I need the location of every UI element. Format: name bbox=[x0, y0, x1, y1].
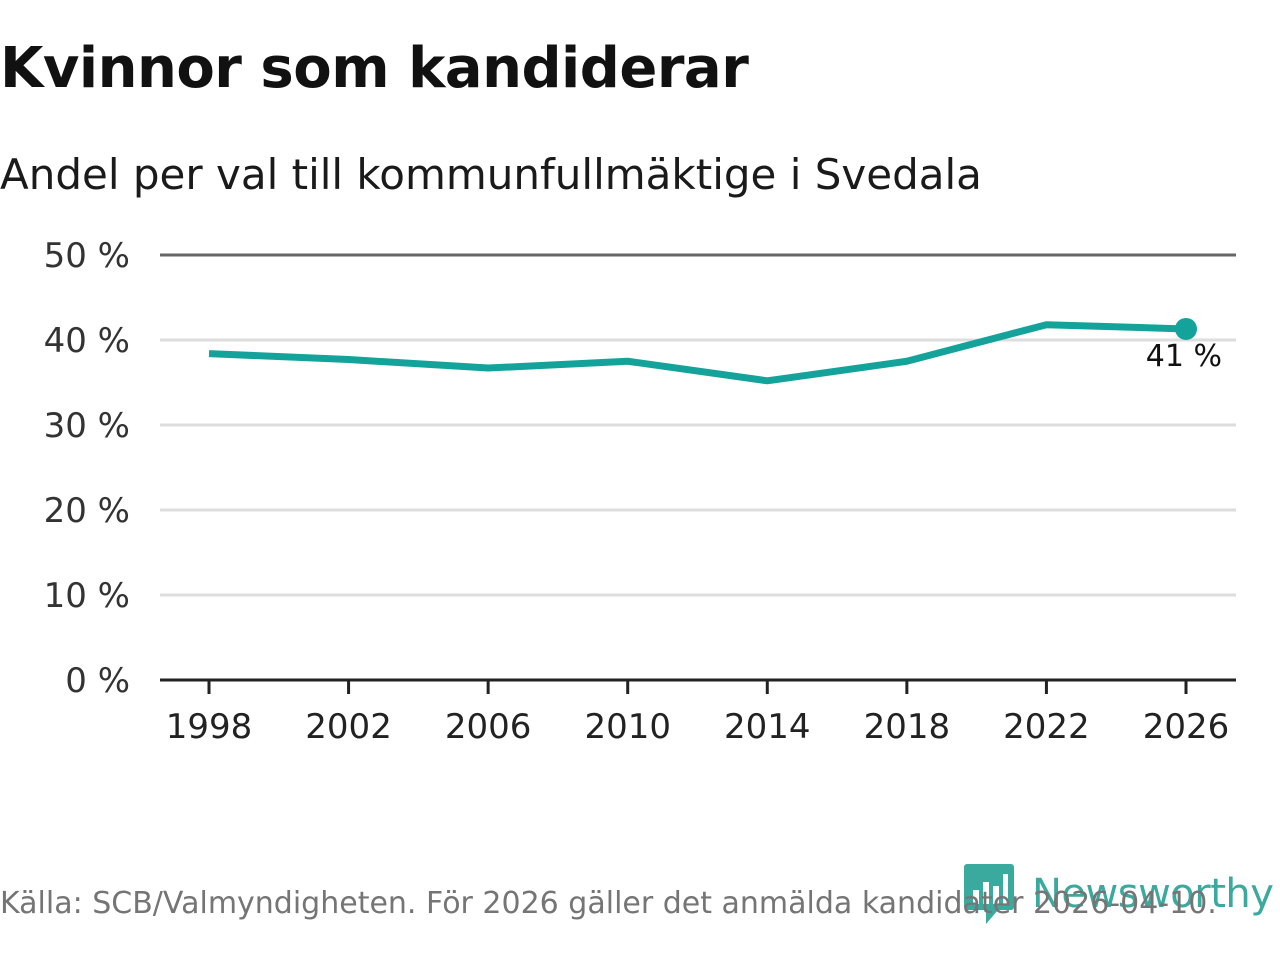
newsworthy-logo-icon bbox=[964, 864, 1014, 924]
chart-subtitle: Andel per val till kommunfullmäktige i S… bbox=[0, 150, 982, 199]
y-tick-label: 30 % bbox=[44, 406, 130, 446]
gridlines bbox=[160, 253, 1236, 682]
series-line-andel-kvinnor bbox=[208, 321, 1187, 385]
x-tick-label: 1998 bbox=[166, 707, 253, 747]
x-tick-label: 2002 bbox=[305, 707, 392, 747]
series-layer: 41 % bbox=[208, 317, 1222, 385]
y-tick-label: 20 % bbox=[44, 491, 130, 531]
y-tick-label: 0 % bbox=[65, 661, 130, 701]
y-tick-label: 10 % bbox=[44, 576, 130, 616]
end-point-marker bbox=[1175, 317, 1197, 340]
y-axis-ticks: 0 % 10 % 20 % 30 % 40 % 50 % bbox=[44, 236, 130, 701]
newsworthy-logo-text: Newsworthy bbox=[1032, 871, 1274, 917]
chart-title: Kvinnor som kandiderar bbox=[0, 36, 749, 101]
source-note: Källa: SCB/Valmyndigheten. För 2026 gäll… bbox=[0, 886, 1217, 921]
x-tick-label: 2026 bbox=[1143, 707, 1230, 747]
newsworthy-logo: Newsworthy bbox=[964, 864, 1274, 924]
x-tick-label: 2006 bbox=[445, 707, 532, 747]
x-tick-label: 2018 bbox=[864, 707, 951, 747]
y-tick-label: 50 % bbox=[44, 236, 130, 276]
x-tick-label: 2014 bbox=[724, 707, 811, 747]
x-tick-label: 2010 bbox=[584, 707, 671, 747]
end-value-label: 41 % bbox=[1146, 339, 1222, 374]
x-tick-label: 2022 bbox=[1003, 707, 1090, 747]
x-axis-ticks: 1998 2002 2006 2010 2014 2018 2022 2026 bbox=[166, 680, 1230, 747]
y-tick-label: 40 % bbox=[44, 321, 130, 361]
